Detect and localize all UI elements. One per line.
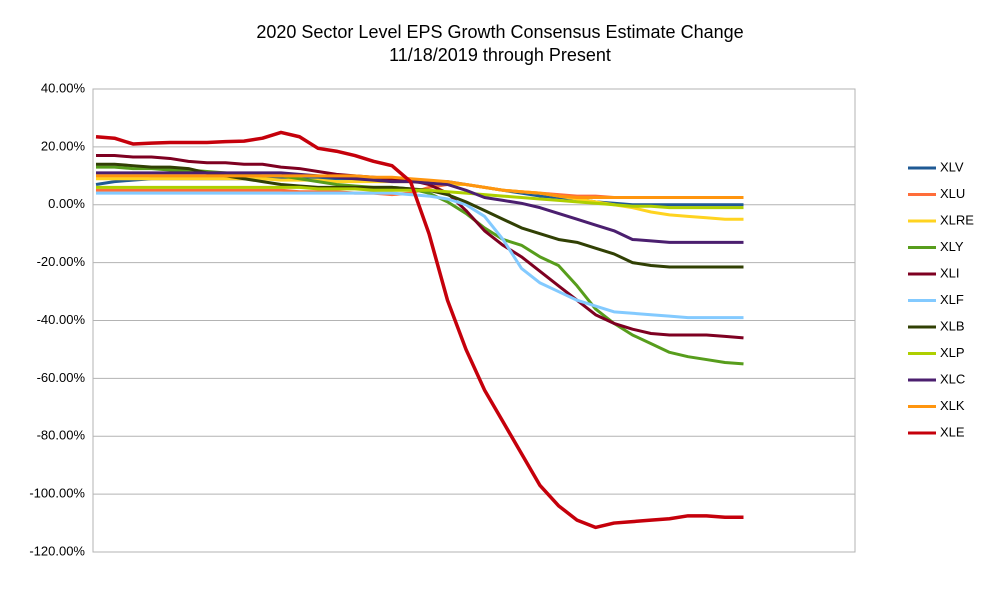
series-line [95,130,744,530]
y-tick-label: -80.00% [37,428,86,443]
series-line [96,191,744,320]
series-line [96,185,744,210]
legend-label: XLF [940,292,964,307]
legend-label: XLRE [940,212,974,227]
plot-border [92,88,856,553]
y-tick-label: -100.00% [29,486,85,501]
y-tick-label: -20.00% [37,254,86,269]
y-tick-label: 20.00% [41,138,86,153]
legend-label: XLK [940,398,965,413]
series-line [96,171,744,244]
legend-label: XLC [940,371,965,386]
legend-label: XLU [940,186,965,201]
y-tick-label: -60.00% [37,370,86,385]
chart-title: 2020 Sector Level EPS Growth Consensus E… [256,22,743,42]
chart-subtitle: 11/18/2019 through Present [389,45,611,65]
y-tick-label: 40.00% [41,80,86,95]
legend-label: XLB [940,318,965,333]
series-line [96,174,744,200]
y-tick-label: -40.00% [37,312,86,327]
legend-label: XLP [940,345,965,360]
y-tick-label: -120.00% [29,543,85,558]
legend-label: XLY [940,239,964,254]
y-tick-label: 0.00% [48,196,85,211]
legend-label: XLV [940,159,964,174]
legend-label: XLE [940,424,965,439]
legend-label: XLI [940,265,960,280]
